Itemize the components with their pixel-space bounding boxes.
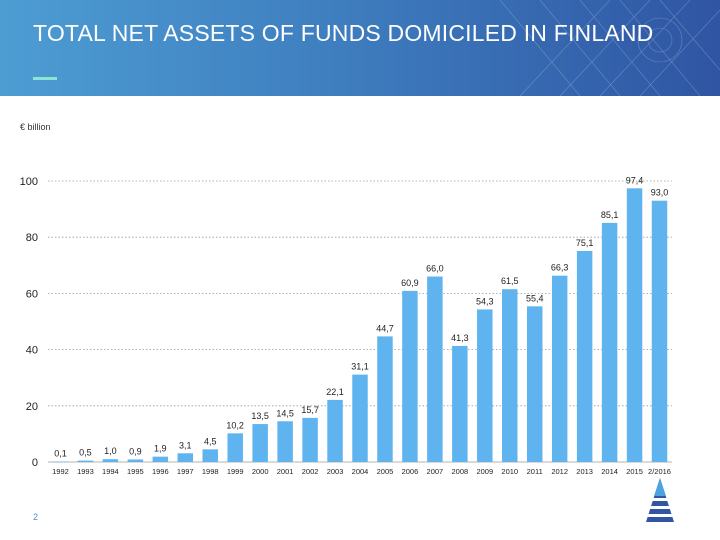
x-tick-label: 2009: [476, 467, 493, 476]
bar: [152, 456, 169, 462]
bar: [377, 336, 393, 462]
bar: [102, 459, 119, 462]
bar: [651, 200, 668, 463]
data-label: 0,5: [79, 448, 92, 458]
x-tick-label: 1995: [127, 467, 144, 476]
bar: [402, 290, 418, 462]
data-label: 41,3: [451, 333, 469, 343]
x-tick-label: 1994: [102, 467, 119, 476]
data-label: 60,9: [401, 278, 419, 288]
y-tick-label: 0: [32, 457, 38, 469]
bar: [452, 345, 468, 462]
x-tick-label: 1998: [202, 467, 219, 476]
data-label: 31,1: [351, 362, 369, 372]
x-tick-label: 1993: [77, 467, 94, 476]
x-tick-label: 2005: [377, 467, 394, 476]
x-tick-label: 2004: [352, 467, 369, 476]
data-label: 93,0: [651, 188, 669, 198]
data-label: 0,1: [54, 449, 67, 459]
page-number: 2: [33, 512, 39, 522]
data-label: 75,1: [576, 238, 594, 248]
x-tick-label: 2012: [551, 467, 568, 476]
data-label: 3,1: [179, 440, 192, 450]
x-tick-label: 2000: [252, 467, 269, 476]
unit-label: € billion: [20, 122, 51, 132]
x-tick-label: 2006: [402, 467, 419, 476]
x-tick-label: 1997: [177, 467, 194, 476]
bar: [252, 424, 268, 462]
bar: [427, 276, 443, 462]
data-label: 1,0: [104, 446, 117, 456]
x-tick-label: 1992: [52, 467, 69, 476]
bar: [302, 417, 318, 462]
data-label: 66,0: [426, 264, 444, 274]
slide-title: TOTAL NET ASSETS OF FUNDS DOMICILED IN F…: [33, 20, 654, 46]
bar: [352, 374, 368, 462]
y-tick-label: 40: [26, 345, 38, 357]
data-label: 10,2: [226, 420, 244, 430]
bar: [502, 289, 518, 462]
data-label: 1,9: [154, 444, 167, 454]
x-tick-label: 2007: [427, 467, 444, 476]
bar: [551, 275, 568, 462]
data-label: 85,1: [601, 210, 619, 220]
decorative-pattern: [499, 0, 720, 96]
bar: [327, 399, 343, 462]
bar: [77, 460, 94, 462]
slide-header: TOTAL NET ASSETS OF FUNDS DOMICILED IN F…: [0, 0, 720, 96]
y-tick-label: 100: [20, 176, 38, 188]
x-tick-label: 2013: [576, 467, 593, 476]
logo-icon: [645, 478, 675, 522]
data-label: 22,1: [326, 387, 344, 397]
x-tick-label: 1999: [227, 467, 244, 476]
bar: [576, 250, 593, 462]
bar: [626, 188, 643, 462]
data-label: 44,7: [376, 323, 394, 333]
data-label: 0,9: [129, 446, 142, 456]
data-label: 15,7: [301, 405, 319, 415]
x-tick-label: 2014: [601, 467, 618, 476]
x-tick-label: 2011: [527, 467, 543, 476]
data-label: 55,4: [526, 293, 544, 303]
data-label: 13,5: [251, 411, 269, 421]
bar: [52, 461, 69, 463]
y-tick-label: 20: [26, 401, 38, 413]
y-tick-label: 60: [26, 288, 38, 300]
data-label: 54,3: [476, 296, 494, 306]
bar: [227, 433, 243, 462]
x-tick-label: 2001: [277, 467, 294, 476]
title-underline: [33, 77, 57, 80]
x-tick-label: 2/2016: [648, 467, 671, 476]
x-tick-label: 2010: [501, 467, 518, 476]
x-tick-label: 2002: [302, 467, 319, 476]
data-label: 97,4: [626, 175, 644, 185]
x-tick-label: 2008: [451, 467, 468, 476]
bar: [127, 459, 144, 462]
data-label: 61,5: [501, 276, 519, 286]
bar: [601, 222, 618, 462]
data-label: 14,5: [276, 408, 294, 418]
bar: [277, 421, 293, 462]
x-tick-label: 2003: [327, 467, 344, 476]
bar: [526, 306, 543, 462]
x-tick-label: 1996: [152, 467, 169, 476]
bar: [202, 449, 218, 462]
data-label: 66,3: [551, 263, 569, 273]
y-tick-label: 80: [26, 232, 38, 244]
bar: [477, 309, 493, 462]
bar: [177, 453, 194, 462]
data-label: 4,5: [204, 436, 217, 446]
x-tick-label: 2015: [626, 467, 643, 476]
